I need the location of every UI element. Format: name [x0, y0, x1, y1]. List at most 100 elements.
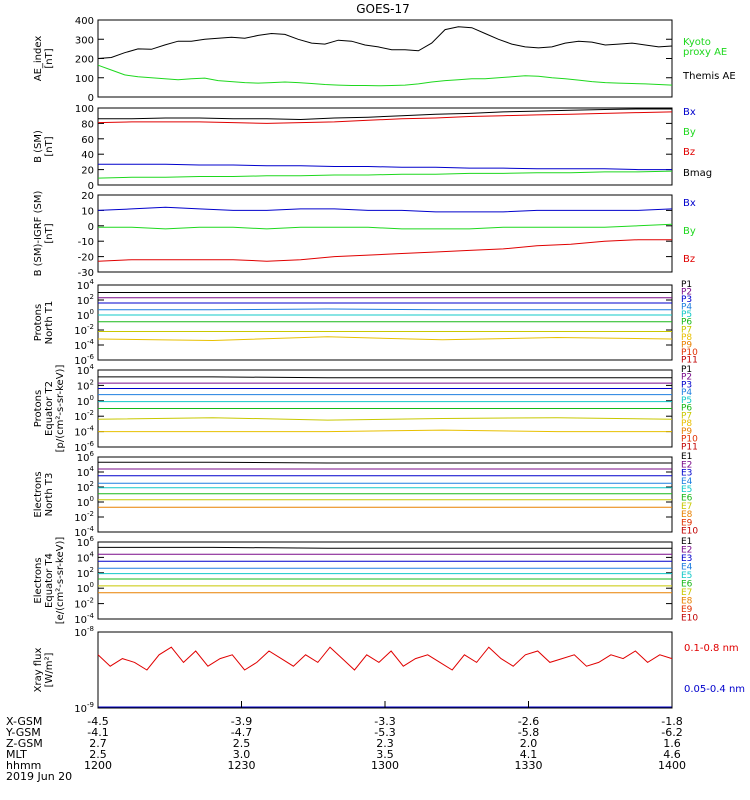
y-tick-label: 0 [88, 181, 94, 192]
x-row-label: 2019 Jun 20 [6, 770, 72, 783]
legend-label: 0.1-0.8 nm [684, 643, 739, 654]
panel-bigrf: -30 -20 -10 0 10 20 B (SM)-IGRF (SM) [nT] Bx By Bz [33, 191, 696, 279]
x-tick-label-hhmm: 1330 [515, 759, 543, 772]
y-axis-label: Xray flux [33, 648, 44, 693]
y-axis-label: Equator T4 [44, 553, 55, 608]
series-line-themis-ae [97, 26, 673, 59]
y-tick-label: 104 [77, 550, 95, 564]
legend-label: P11 [681, 355, 698, 365]
series-line-by [98, 223, 673, 230]
x-tick-label-hhmm: 1230 [228, 759, 256, 772]
y-tick-exponent: -8 [87, 625, 94, 633]
y-axis-label: [nT] [44, 48, 55, 68]
y-tick-label: 10-2 [74, 510, 94, 524]
y-axis-label: [W/m²] [44, 652, 55, 687]
y-tick-label: 100 [77, 581, 94, 595]
series-line-p4 [98, 308, 672, 311]
x-tick-label-zgsm: 2.3 [376, 737, 394, 750]
legend-label: P6 [681, 404, 692, 414]
legend-label: proxy AE [683, 47, 727, 58]
y-tick-label: 100 [75, 74, 94, 85]
y-tick-label: 400 [75, 16, 94, 27]
series-line-kyoto-proxy-ae [97, 64, 673, 87]
x-row-label: hhmm [6, 759, 41, 772]
y-axis-label: Protons [33, 390, 44, 427]
series-line-0-1-0-8-nm [97, 646, 673, 671]
x-tick-label-mlt: 4.1 [520, 748, 538, 761]
plot-frame [97, 107, 673, 186]
y-tick-label: 100 [77, 308, 94, 322]
plot-frame [97, 456, 673, 533]
y-tick-label: 80 [81, 119, 94, 130]
y-tick-exponent: 2 [90, 480, 94, 488]
y-tick-label: 102 [77, 480, 94, 494]
legend-label: P1 [681, 280, 692, 290]
y-tick-exponent: 4 [90, 550, 95, 558]
y-tick-exponent: 6 [90, 535, 95, 543]
y-tick-exponent: 2 [90, 293, 94, 301]
x-tick-label-hhmm: 1300 [371, 759, 399, 772]
x-tick-label-zgsm: 2.7 [89, 737, 107, 750]
y-tick-exponent: -2 [87, 323, 94, 331]
y-tick-exponent: 0 [90, 394, 94, 402]
panel-bsm: 0 20 40 60 80 100 B (SM) [nT] Bx By Bz Bmag [33, 104, 712, 192]
legend-label: E9 [681, 605, 693, 615]
x-tick-label-ygsm: -5.8 [518, 726, 539, 739]
x-row-label: Z-GSM [6, 737, 43, 750]
legend-label: E9 [681, 518, 693, 528]
x-tick-label-mlt: 3.5 [376, 748, 394, 761]
legend-label: E8 [681, 597, 693, 607]
y-tick-exponent: 2 [90, 378, 94, 386]
series-line-p8 [97, 336, 673, 342]
y-tick-label: 106 [77, 450, 95, 464]
y-tick-exponent: -2 [87, 510, 94, 518]
legend-label: By [683, 127, 696, 138]
legend-label: E2 [681, 460, 692, 470]
y-tick-label: -10 [78, 237, 94, 248]
legend-label: E2 [681, 546, 692, 556]
x-tick-label-mlt: 3.0 [233, 748, 251, 761]
legend-label: 0.05-0.4 nm [684, 684, 745, 695]
x-row-label: Y-GSM [5, 726, 41, 739]
y-tick-label: 10-9 [74, 701, 94, 715]
legend-label: E4 [681, 477, 693, 487]
y-tick-label: 104 [77, 465, 95, 479]
y-tick-label: 104 [77, 363, 95, 377]
y-tick-label: 10-4 [74, 612, 94, 626]
legend-label: E10 [681, 614, 698, 624]
figure-title: GOES-17 [356, 2, 410, 16]
y-tick-label: 10-2 [74, 323, 94, 337]
y-axis-label: Electrons [33, 557, 44, 603]
legend-label: P2 [681, 288, 692, 298]
series-line-bz [97, 239, 672, 262]
legend-label: By [683, 226, 696, 237]
y-tick-exponent: 2 [90, 566, 94, 574]
x-tick-label-xgsm: -4.5 [87, 715, 108, 728]
legend-label: P6 [681, 318, 692, 328]
y-axis-label: Electrons [33, 471, 44, 517]
y-tick-label: 0 [88, 222, 94, 233]
y-tick-exponent: 4 [90, 465, 95, 473]
y-tick-exponent: -4 [87, 612, 95, 620]
y-tick-label: 40 [81, 150, 94, 161]
y-axis-label: [e/(cm²-s-sr-keV)] [55, 537, 66, 625]
legend-label: Bmag [683, 168, 712, 179]
y-tick-exponent: -6 [87, 440, 95, 448]
legend-label: P1 [681, 365, 692, 375]
panel-xray: 10-9 10-8 Xray flux [W/m²] 0.1-0.8 nm 0.05-0.… [33, 625, 745, 715]
legend-label: E7 [681, 588, 692, 598]
y-tick-exponent: 0 [90, 495, 94, 503]
y-tick-label: 102 [77, 566, 94, 580]
y-tick-label: 100 [77, 495, 94, 509]
x-tick-label-hhmm: 1400 [658, 759, 686, 772]
y-axis-label: AE_index [33, 36, 44, 82]
legend-label: Themis AE [682, 71, 736, 82]
y-tick-label: 60 [81, 135, 94, 146]
y-axis-label: [nT] [44, 223, 55, 243]
